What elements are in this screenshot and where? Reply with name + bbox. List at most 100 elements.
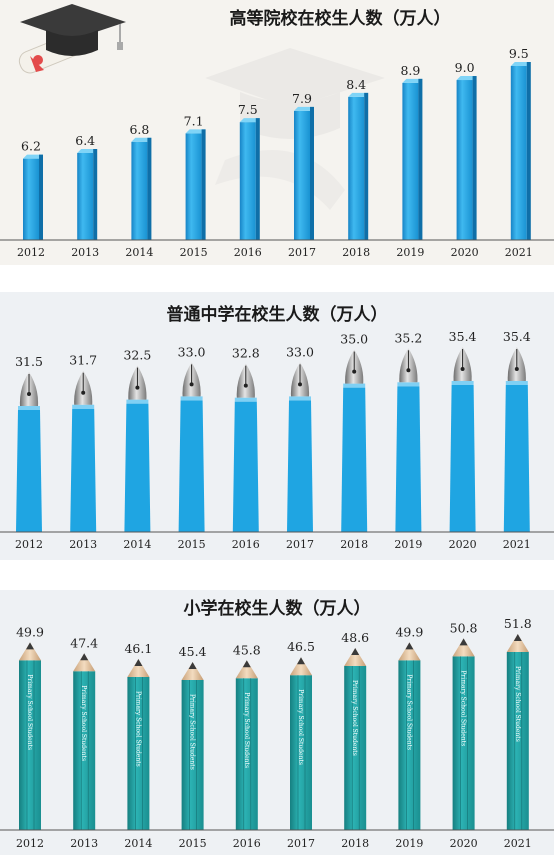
pencil-icon — [344, 648, 367, 830]
pencil-label: Primary School Students — [297, 689, 304, 765]
pencil-icon — [19, 642, 41, 830]
bar-2018: Primary School Students 48.6 — [341, 630, 369, 830]
value-label: 6.8 — [129, 122, 149, 137]
value-label: 6.2 — [21, 139, 41, 154]
x-tick-labels-2: 2012 2013 2014 2015 2016 2017 2018 2019 2020 2021 — [15, 538, 531, 551]
bar-body — [70, 408, 97, 532]
pencil-icon — [127, 658, 150, 830]
pencil-label: Primary School Students — [405, 674, 412, 750]
bar-body — [73, 671, 96, 830]
value-label: 9.5 — [509, 46, 529, 61]
value-label: 8.9 — [400, 63, 420, 78]
fountain-pen-nib-icon — [453, 347, 472, 381]
bar-body — [235, 678, 258, 830]
x-tick-label: 2017 — [286, 538, 314, 551]
primary-school-students-chart: 小学在校生人数（万人） Primary School Students49.9P… — [0, 590, 554, 855]
x-tick-label: 2015 — [179, 837, 207, 850]
bar-side — [201, 129, 206, 240]
pencil-label: Primary School Students — [243, 692, 250, 768]
pen-collar — [289, 396, 311, 401]
pencil-label: Primary School Students — [80, 685, 87, 761]
pen-collar — [234, 397, 257, 402]
college-students-chart: 高等院校在校生人数（万人） 6.2 6.4 6.8 7.1 7.5 7.9 8.4 8.9 9.… — [0, 0, 554, 265]
bar-2017: 7.9 — [292, 91, 314, 240]
bar-side — [418, 78, 423, 240]
bar-body — [294, 110, 310, 240]
bar-side — [364, 92, 369, 240]
bar-2012: 31.5 — [15, 354, 43, 532]
x-tick-label: 2020 — [449, 538, 477, 551]
bar-side — [526, 62, 531, 240]
bar-body — [19, 660, 41, 830]
value-label: 7.5 — [238, 102, 258, 117]
bar-2016: 32.8 — [232, 346, 260, 532]
graduation-cap-icon — [20, 4, 126, 56]
value-label: 31.7 — [69, 353, 97, 368]
bar-body — [181, 680, 204, 830]
x-tick-label: 2013 — [69, 538, 97, 551]
x-tick-label: 2012 — [17, 246, 45, 259]
fountain-pen-nib-icon — [182, 362, 201, 397]
bar-2012: 6.2 — [21, 139, 43, 240]
chart-title-3: 小学在校生人数（万人） — [184, 598, 371, 619]
bar-2013: Primary School Students 47.4 — [70, 635, 98, 830]
value-label: 47.4 — [70, 635, 98, 650]
bar-body — [178, 400, 205, 532]
pencil-icon — [181, 662, 204, 830]
chart-title-2: 普通中学在校生人数（万人） — [167, 304, 388, 325]
x-tick-label: 2019 — [395, 837, 423, 850]
bar-body — [77, 153, 94, 240]
pencil-icon — [398, 642, 421, 830]
pen-collar — [126, 399, 149, 404]
pen-collar — [72, 404, 95, 409]
bar-body — [290, 675, 312, 830]
value-label: 45.8 — [233, 642, 261, 657]
bar-side — [472, 76, 477, 240]
bar-2019: 8.9 — [400, 63, 423, 240]
bar-body — [131, 141, 148, 240]
bar-top — [77, 149, 98, 153]
bar-side — [39, 154, 43, 240]
bar-2017: Primary School Students 46.5 — [287, 639, 315, 830]
bar-side — [310, 106, 314, 240]
pencil-label: Primary School Students — [134, 691, 141, 767]
bar-2021: 9.5 — [509, 46, 531, 240]
bar-body — [344, 666, 367, 830]
bar-body — [398, 660, 421, 830]
x-tick-label: 2015 — [180, 246, 208, 259]
fountain-pen-nib-icon — [236, 363, 255, 398]
bar-top — [294, 106, 314, 111]
bar-body — [452, 656, 475, 830]
value-label: 6.4 — [75, 133, 95, 148]
value-label: 9.0 — [455, 60, 475, 75]
bar-top — [402, 78, 423, 83]
x-tick-label: 2012 — [16, 837, 44, 850]
bar-body — [232, 401, 259, 532]
x-tick-label: 2017 — [287, 837, 315, 850]
bar-2021: 35.4 — [503, 329, 531, 532]
value-label: 51.8 — [504, 616, 532, 631]
bar-2020: 35.4 — [449, 329, 477, 532]
pencil-icon — [506, 634, 529, 830]
bar-body — [348, 96, 365, 240]
bar-side — [147, 137, 152, 240]
pen-collar — [505, 381, 528, 385]
value-label: 7.1 — [184, 113, 204, 128]
bar-group-1: 6.2 6.4 6.8 7.1 7.5 7.9 8.4 8.9 9.0 9.5 — [21, 46, 531, 240]
bar-top — [239, 118, 260, 123]
value-label: 35.4 — [449, 329, 477, 344]
pencil-icon — [452, 638, 475, 830]
fountain-pen-nib-icon — [290, 362, 310, 397]
x-tick-label: 2021 — [503, 538, 531, 551]
bar-body — [239, 122, 256, 240]
x-tick-label: 2014 — [125, 246, 153, 259]
fountain-pen-nib-icon — [345, 349, 364, 384]
bar-2020: Primary School Students 50.8 — [450, 620, 478, 830]
value-label: 46.1 — [124, 641, 152, 656]
x-tick-label: 2015 — [178, 538, 206, 551]
value-label: 48.6 — [341, 630, 369, 645]
bar-2018: 8.4 — [346, 77, 369, 240]
bar-2018: 35.0 — [340, 332, 368, 532]
value-label: 46.5 — [287, 639, 315, 654]
bar-body — [449, 385, 476, 532]
